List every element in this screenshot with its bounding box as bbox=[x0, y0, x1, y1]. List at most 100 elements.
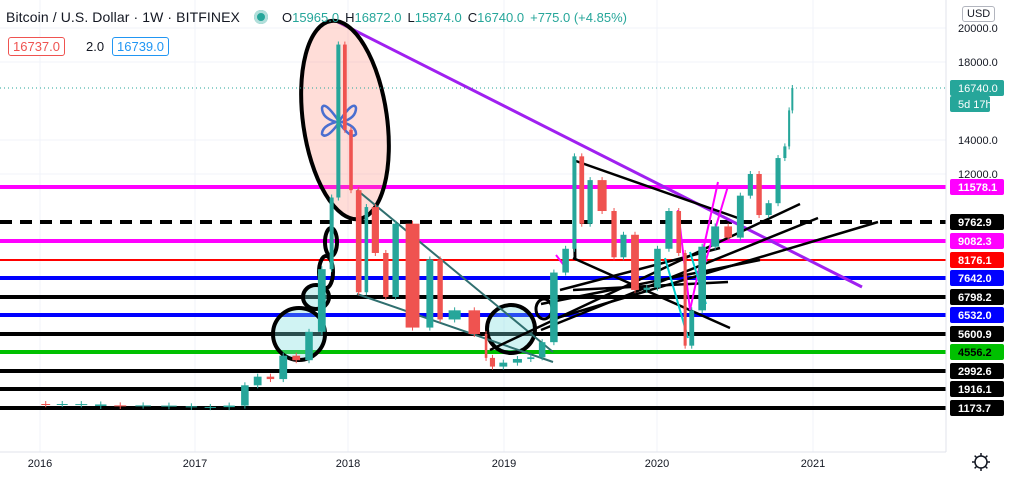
price-tick-label: 20000.0 bbox=[958, 23, 998, 35]
gear-icon[interactable] bbox=[972, 453, 990, 471]
candle-body bbox=[788, 110, 791, 147]
sell-price[interactable]: 16737.0 bbox=[8, 36, 65, 56]
level-tag bbox=[950, 233, 1004, 249]
candle-body bbox=[683, 252, 687, 346]
level-tag bbox=[950, 400, 1004, 416]
buy-price[interactable]: 16739.0 bbox=[112, 36, 169, 56]
horizontal-levels bbox=[0, 185, 946, 410]
candle-body bbox=[631, 234, 639, 290]
level-label: 1173.7 bbox=[958, 403, 991, 415]
candle-body bbox=[747, 174, 753, 196]
candle-body bbox=[241, 385, 249, 406]
level-tag bbox=[950, 179, 1004, 195]
candle-body bbox=[383, 252, 389, 297]
candle-body bbox=[292, 355, 301, 361]
level-tag bbox=[950, 270, 1004, 286]
candle-body bbox=[355, 190, 362, 293]
candle-body bbox=[437, 259, 443, 320]
candle-body bbox=[579, 156, 585, 224]
trendline-black bbox=[549, 220, 879, 322]
candle-body bbox=[405, 223, 420, 328]
candle-body bbox=[698, 246, 707, 311]
low-value: 15874.0 bbox=[414, 9, 462, 25]
level-label: 2992.6 bbox=[958, 366, 992, 378]
candle-body bbox=[562, 248, 569, 273]
candle-body bbox=[336, 44, 341, 198]
candle-body bbox=[329, 197, 334, 270]
level-label: 5600.9 bbox=[958, 329, 992, 341]
candle-body bbox=[392, 223, 399, 297]
level-label: 4556.2 bbox=[958, 347, 992, 359]
last-price-label: 16740.0 bbox=[958, 83, 998, 95]
level-tag bbox=[950, 289, 1004, 305]
candle-body bbox=[499, 362, 508, 367]
candle-body bbox=[185, 406, 198, 408]
gear-tooth bbox=[984, 465, 988, 469]
candle-body bbox=[676, 211, 682, 253]
level-label: 1916.1 bbox=[958, 384, 992, 396]
candle-body bbox=[765, 203, 772, 216]
candle-body bbox=[426, 259, 434, 328]
candle-body bbox=[305, 331, 313, 361]
price-series bbox=[41, 41, 794, 411]
drawings bbox=[0, 18, 946, 363]
candle-body bbox=[114, 405, 127, 407]
time-tick-label: 2020 bbox=[645, 458, 669, 470]
currency-button[interactable]: USD bbox=[962, 6, 996, 22]
trendline-black bbox=[489, 202, 801, 352]
time-tick-label: 2019 bbox=[492, 458, 516, 470]
candle-body bbox=[527, 357, 535, 360]
level-label: 6798.2 bbox=[958, 292, 992, 304]
candle-body bbox=[468, 310, 481, 335]
countdown-tag bbox=[950, 96, 990, 112]
buy-button[interactable]: 16739.0 bbox=[112, 36, 169, 56]
candle-body bbox=[56, 404, 68, 405]
time-tick-label: 2018 bbox=[336, 458, 360, 470]
candle-body bbox=[204, 406, 216, 408]
price-tick-label: 14000.0 bbox=[958, 135, 998, 147]
price-tick-label: 18000.0 bbox=[958, 57, 998, 69]
time-tick-label: 2021 bbox=[801, 458, 825, 470]
trendline-teal bbox=[356, 189, 554, 353]
trendline-black bbox=[540, 216, 819, 332]
candle-body bbox=[654, 248, 661, 288]
level-label: 6532.0 bbox=[958, 310, 992, 322]
level-tag bbox=[950, 214, 1004, 230]
candle-body bbox=[711, 226, 720, 247]
change-value: +775.0 (+4.85%) bbox=[530, 9, 627, 25]
candle-body bbox=[756, 174, 762, 216]
circle-marker bbox=[271, 306, 327, 362]
last-price-tag bbox=[950, 80, 1004, 96]
candle-body bbox=[342, 44, 347, 130]
trendline-black bbox=[572, 256, 731, 330]
level-label: 8176.1 bbox=[958, 255, 992, 267]
candle-body bbox=[620, 234, 627, 258]
close-value: 16740.0 bbox=[477, 9, 525, 25]
candle-body bbox=[512, 359, 522, 363]
candle-body bbox=[135, 405, 151, 407]
candle-body bbox=[75, 404, 88, 406]
candle-body bbox=[266, 376, 275, 380]
candle-body bbox=[736, 195, 744, 238]
time-tick-label: 2016 bbox=[28, 458, 52, 470]
open-value: 15965.0 bbox=[292, 9, 340, 25]
price-tick-label: 12000.0 bbox=[958, 169, 998, 181]
market-status-icon bbox=[253, 10, 268, 24]
level-tag bbox=[950, 381, 1004, 397]
sell-button[interactable]: 16737.0 bbox=[8, 36, 65, 56]
candle-body bbox=[349, 129, 353, 191]
gear-tooth bbox=[974, 465, 978, 469]
level-label: 7642.0 bbox=[958, 273, 992, 285]
candle-body bbox=[665, 211, 673, 249]
level-label: 11578.1 bbox=[958, 182, 997, 194]
trendline-purple bbox=[337, 20, 863, 289]
symbol-title[interactable]: Bitcoin / U.S. Dollar · 1W · BITFINEX bbox=[6, 9, 240, 25]
candle-body bbox=[775, 158, 781, 204]
level-tag bbox=[950, 307, 1004, 323]
candle-body bbox=[489, 357, 496, 367]
candle-body bbox=[538, 342, 546, 358]
high-label: H bbox=[345, 9, 355, 25]
open-label: O bbox=[281, 9, 293, 25]
